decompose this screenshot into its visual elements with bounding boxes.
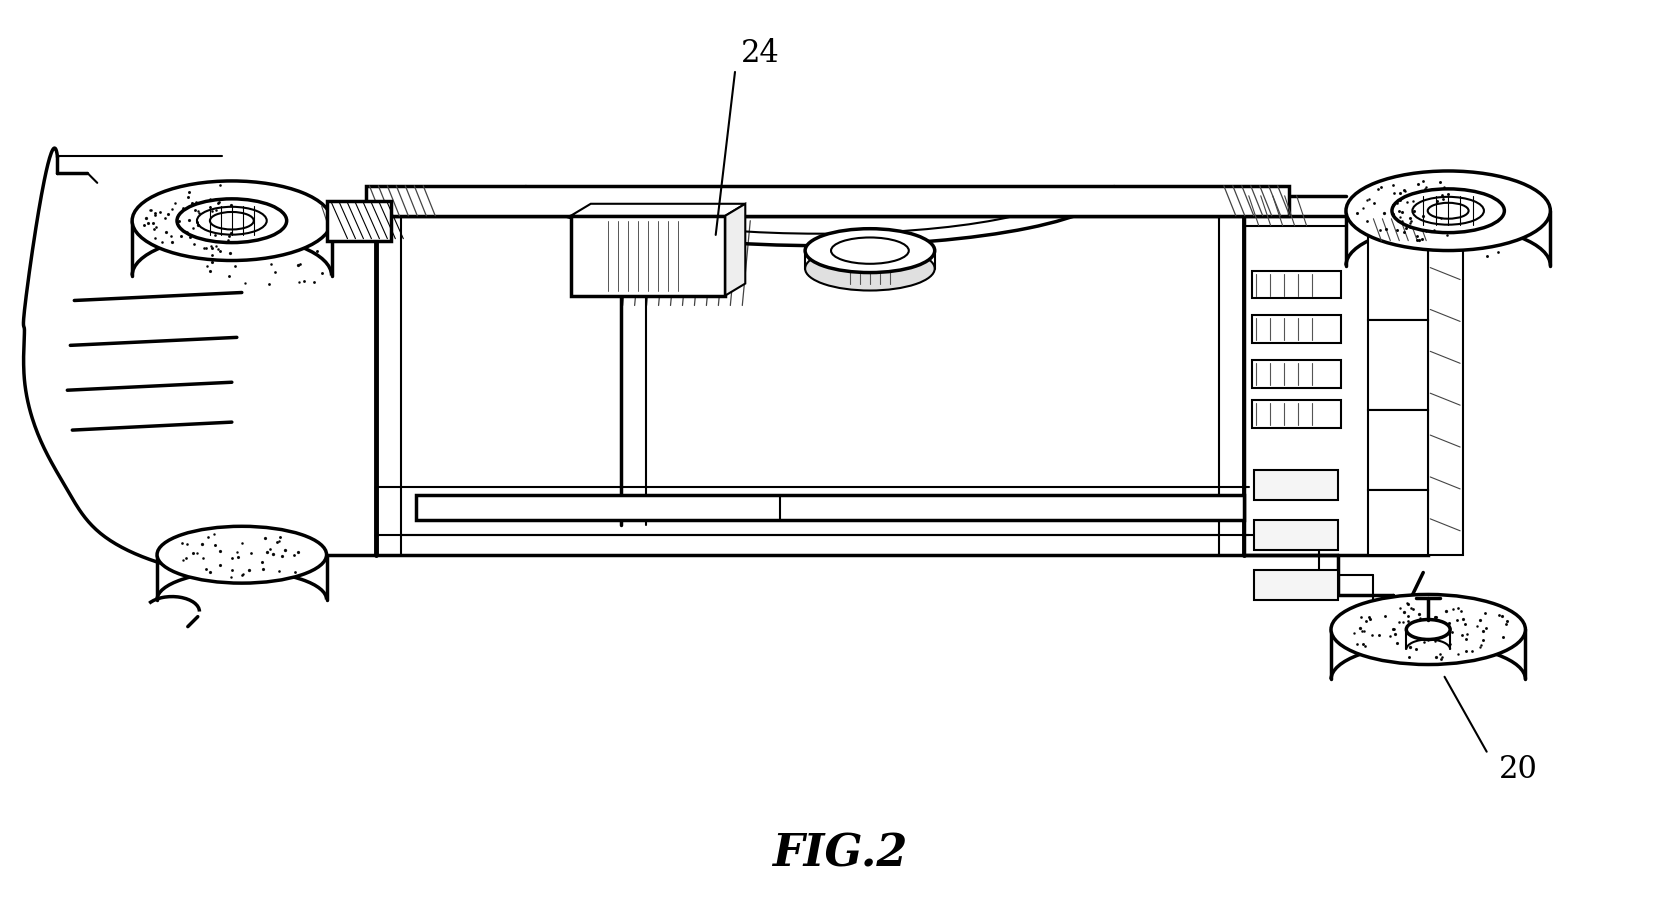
Bar (1252, 315, 1341, 343)
Ellipse shape (210, 212, 254, 230)
Bar (1252, 361, 1341, 388)
Bar (1368, 321, 1428, 410)
Ellipse shape (830, 238, 909, 264)
Ellipse shape (1406, 620, 1450, 640)
Bar (326, 201, 391, 241)
Polygon shape (724, 204, 744, 295)
Ellipse shape (176, 199, 287, 242)
Ellipse shape (1346, 171, 1549, 251)
Bar (571, 216, 724, 295)
Bar (366, 186, 1289, 216)
Bar (1253, 470, 1337, 500)
Ellipse shape (1411, 196, 1483, 225)
Ellipse shape (133, 181, 331, 261)
Text: 24: 24 (741, 38, 780, 69)
Bar (1252, 400, 1341, 428)
Bar (417, 495, 1243, 520)
Bar (1368, 490, 1428, 555)
Bar (1428, 216, 1462, 555)
Ellipse shape (1426, 203, 1468, 219)
Bar (1368, 216, 1428, 321)
Text: FIG.2: FIG.2 (771, 833, 907, 875)
Polygon shape (571, 204, 744, 216)
Ellipse shape (805, 247, 934, 290)
Ellipse shape (156, 526, 326, 583)
Bar (1368, 410, 1428, 490)
Ellipse shape (1331, 595, 1524, 665)
Bar (1252, 270, 1341, 299)
Text: 20: 20 (1497, 753, 1537, 785)
Ellipse shape (197, 207, 267, 235)
Ellipse shape (805, 229, 934, 273)
Bar (1243, 216, 1428, 555)
Bar (1253, 520, 1337, 550)
Ellipse shape (1391, 189, 1504, 232)
Bar (1253, 570, 1337, 599)
